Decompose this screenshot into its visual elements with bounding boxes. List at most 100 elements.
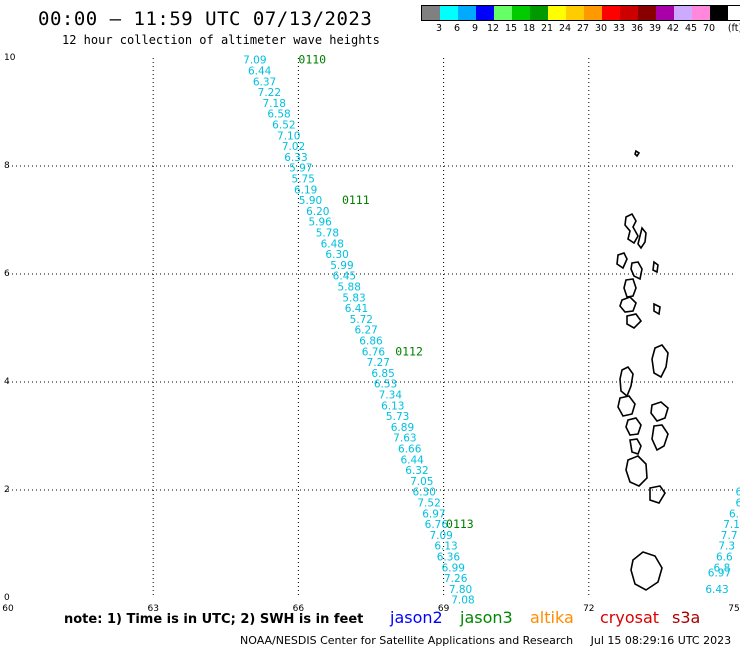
legend-swatch <box>674 6 692 20</box>
x-tick-label: 63 <box>147 604 158 614</box>
wave-height-value: 7.08 <box>451 595 474 607</box>
legend-label: 15 <box>504 23 518 34</box>
wave-height-value: 7.34 <box>379 390 403 402</box>
wave-height-value: 7.27 <box>367 357 390 369</box>
island-outline <box>617 395 636 417</box>
island-outline <box>649 485 666 504</box>
legend-swatch <box>638 6 656 20</box>
wave-height-value: 6.30 <box>413 487 436 499</box>
legend-label: 36 <box>630 23 644 34</box>
wave-height-value: 5.97 <box>289 163 312 175</box>
x-tick-label: 66 <box>293 604 305 614</box>
island-outline <box>623 278 637 298</box>
wave-height-value: 6.6 <box>716 552 733 564</box>
wave-height-value: 7.09 <box>429 530 452 542</box>
wave-height-value: 6.89 <box>391 422 414 434</box>
legend-label: 30 <box>594 23 608 34</box>
wave-height-value: 6.44 <box>400 454 424 466</box>
x-tick-label: 69 <box>438 604 450 614</box>
legend-swatches <box>421 5 740 21</box>
wave-height-value: 7.05 <box>410 476 433 488</box>
wave-height-value: 6.8 <box>714 562 731 574</box>
wave-height-value: 6.27 <box>354 325 377 337</box>
legend-label: 21 <box>540 23 554 34</box>
footer: NOAA/NESDIS Center for Satellite Applica… <box>240 634 731 647</box>
legend-swatch <box>584 6 602 20</box>
wave-height-value: 5.83 <box>342 292 365 304</box>
legend-swatch <box>656 6 674 20</box>
wave-height-value: 6.30 <box>325 249 348 261</box>
legend-swatch <box>548 6 566 20</box>
wave-height-value: 7.3 <box>718 541 735 553</box>
legend-label: 9 <box>471 23 479 34</box>
wave-height-value: 7.26 <box>444 573 468 585</box>
island-outline <box>624 212 639 245</box>
wave-height-value: 6.13 <box>381 400 404 412</box>
wave-height-value: 6.85 <box>371 368 394 380</box>
legend-swatch <box>440 6 458 20</box>
island-outline <box>637 226 647 250</box>
wave-height-value: 5.99 <box>330 260 353 272</box>
wave-height-value: 6.97 <box>708 568 731 580</box>
y-tick-label: 10 <box>4 53 16 63</box>
wave-height-value: 6.33 <box>284 152 307 164</box>
wave-height-value: 6.48 <box>321 238 344 250</box>
legend-swatch <box>422 6 440 20</box>
wave-height-value: 6.53 <box>374 379 397 391</box>
x-tick-label: 72 <box>583 604 594 614</box>
time-marker-label: 0113 <box>446 517 474 531</box>
island-outline <box>625 417 642 436</box>
wave-height-value: 7.10 <box>277 130 300 142</box>
wave-height-value: 6.99 <box>442 562 465 574</box>
wave-height-value: 7.09 <box>243 55 266 67</box>
wave-height-value: 7.80 <box>449 584 472 596</box>
wave-height-value: 6.58 <box>267 109 290 121</box>
footer-source: NOAA/NESDIS Center for Satellite Applica… <box>240 634 574 647</box>
legend-swatch <box>620 6 638 20</box>
legend-label: 3 <box>435 23 443 34</box>
wave-height-value: 6.37 <box>253 76 276 88</box>
wave-height-value: 6.52 <box>272 120 295 132</box>
footer-timestamp: Jul 15 08:29:16 UTC 2023 <box>590 634 732 647</box>
legend-label: 39 <box>648 23 662 34</box>
island-outline <box>625 455 648 487</box>
wave-height-value: 5.78 <box>316 228 339 240</box>
y-tick-label: 0 <box>4 593 10 603</box>
wave-height-value: 5.73 <box>386 411 409 423</box>
wave-height-value: 7.63 <box>393 433 416 445</box>
legend-swatch <box>710 6 728 20</box>
y-tick-label: 2 <box>4 485 10 495</box>
chart-title: 00:00 – 11:59 UTC 07/13/2023 <box>38 8 373 30</box>
legend-label: 12 <box>486 23 500 34</box>
chart-subtitle: 12 hour collection of altimeter wave hei… <box>62 33 380 47</box>
wave-height-value: 5.88 <box>338 282 361 294</box>
legend-label: 6 <box>453 23 461 34</box>
wave-height-value: 5.75 <box>292 174 315 186</box>
time-marker-label: 0112 <box>395 344 423 358</box>
wave-height-value: 6 <box>735 487 740 499</box>
legend-label: 33 <box>612 23 626 34</box>
wave-height-value: 5.96 <box>308 217 332 229</box>
legend-swatch <box>494 6 512 20</box>
altimeter-track-east: 666.7.17.77.36.66.86.976.43 <box>705 487 740 596</box>
wave-height-value: 6.44 <box>248 66 272 78</box>
x-tick-label: 60 <box>2 604 14 614</box>
island-outline <box>619 365 634 398</box>
legend-swatch <box>566 6 584 20</box>
legend-swatch <box>458 6 476 20</box>
wave-height-value: 6.19 <box>294 184 317 196</box>
satellite-s3a: s3a <box>672 608 701 627</box>
note-text: note: 1) Time is in UTC; 2) SWH is in fe… <box>64 612 364 627</box>
wave-height-value: 7.52 <box>417 498 440 510</box>
legend-label: 24 <box>558 23 572 34</box>
legend-swatch <box>602 6 620 20</box>
wave-height-value: 5.90 <box>299 195 322 207</box>
wave-height-value: 6.86 <box>359 336 383 348</box>
wave-height-value: 6.32 <box>405 465 428 477</box>
satellite-cryosat: cryosat <box>600 608 660 627</box>
island-outline <box>629 438 642 456</box>
satellite-altika: altika <box>530 608 574 627</box>
legend-label: 70 <box>702 23 716 34</box>
